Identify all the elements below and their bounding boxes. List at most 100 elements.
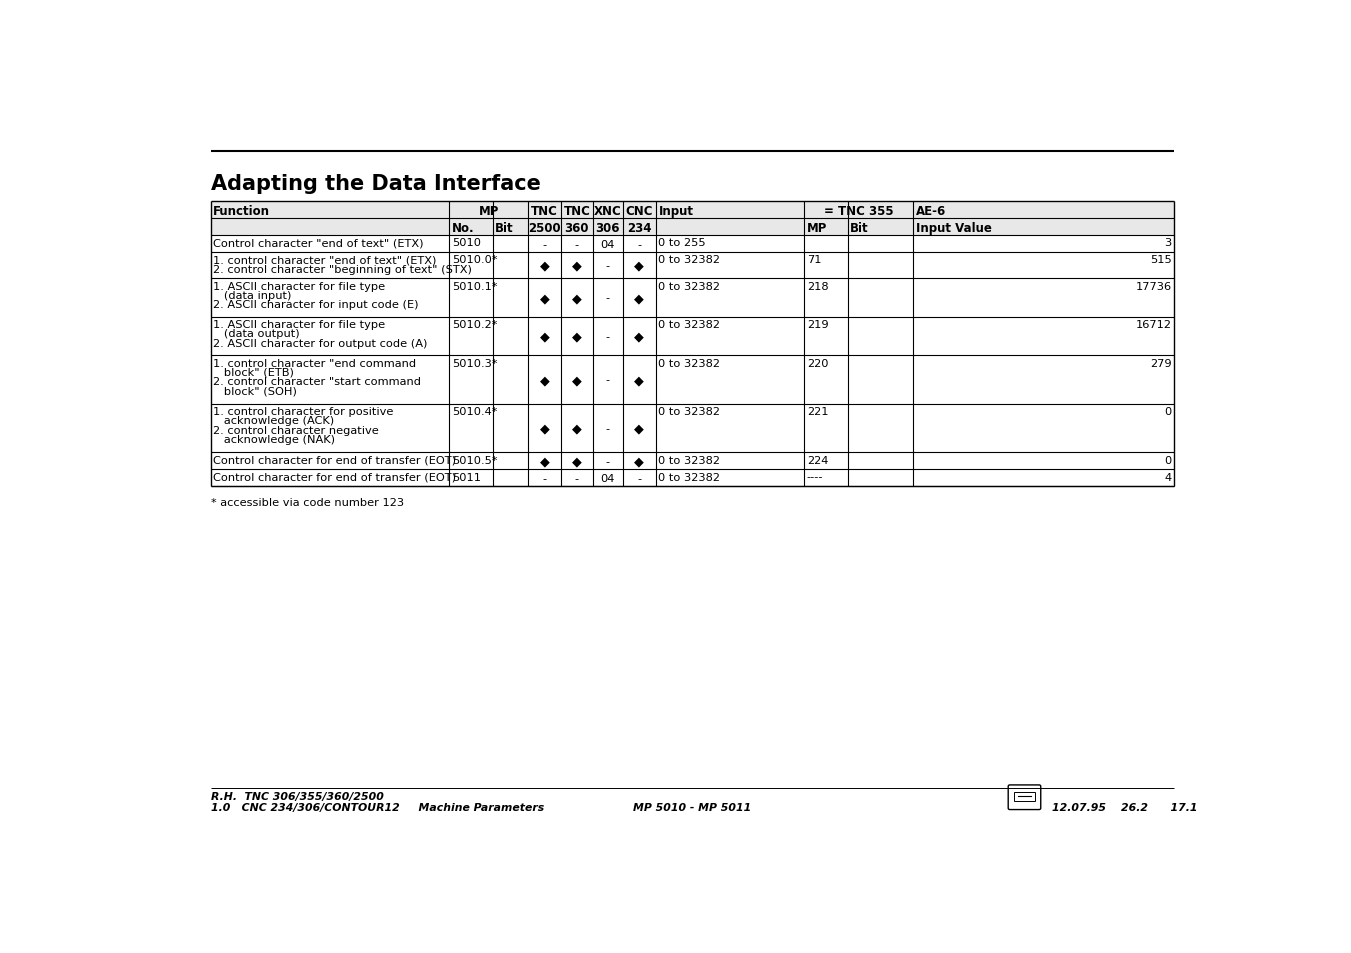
Text: 5010.4*: 5010.4* xyxy=(451,407,497,416)
Text: 0 to 32382: 0 to 32382 xyxy=(658,320,720,330)
Text: ◆: ◆ xyxy=(635,422,644,436)
Text: 0 to 32382: 0 to 32382 xyxy=(658,456,720,465)
Text: TNC: TNC xyxy=(531,204,558,217)
Text: Function: Function xyxy=(213,204,270,217)
Text: 515: 515 xyxy=(1150,255,1171,265)
Text: 2. ASCII character for output code (A): 2. ASCII character for output code (A) xyxy=(213,338,427,348)
Text: 0 to 32382: 0 to 32382 xyxy=(658,472,720,482)
Bar xyxy=(211,202,1174,236)
Text: 04: 04 xyxy=(601,239,615,250)
Text: 5010.3*: 5010.3* xyxy=(451,358,497,368)
Text: 5010.1*: 5010.1* xyxy=(451,281,497,292)
Text: 71: 71 xyxy=(807,255,821,265)
Text: 0: 0 xyxy=(1165,407,1171,416)
Text: -: - xyxy=(574,239,580,250)
Text: Bit: Bit xyxy=(496,221,513,234)
Text: 220: 220 xyxy=(807,358,828,368)
Text: AE-6: AE-6 xyxy=(916,204,946,217)
Text: ◆: ◆ xyxy=(540,259,550,273)
Text: CNC: CNC xyxy=(626,204,653,217)
Text: ◆: ◆ xyxy=(540,455,550,468)
Text: -: - xyxy=(605,294,609,303)
Text: 360: 360 xyxy=(565,221,589,234)
Text: ◆: ◆ xyxy=(635,455,644,468)
Text: 279: 279 xyxy=(1150,358,1171,368)
Text: No.: No. xyxy=(451,221,474,234)
Text: MP: MP xyxy=(807,221,827,234)
Text: ◆: ◆ xyxy=(540,330,550,343)
Text: 2. control character "start command: 2. control character "start command xyxy=(213,376,422,387)
Text: -: - xyxy=(543,239,547,250)
Text: 1.0   CNC 234/306/CONTOUR12     Machine Parameters: 1.0 CNC 234/306/CONTOUR12 Machine Parame… xyxy=(211,802,544,812)
Text: 5010: 5010 xyxy=(451,238,481,248)
Text: * accessible via code number 123: * accessible via code number 123 xyxy=(211,497,404,507)
Text: 3: 3 xyxy=(1165,238,1171,248)
Text: 1. ASCII character for file type: 1. ASCII character for file type xyxy=(213,320,385,330)
Text: TNC: TNC xyxy=(563,204,590,217)
Text: Control character for end of transfer (EOT): Control character for end of transfer (E… xyxy=(213,456,457,465)
Text: Control character for end of transfer (EOT): Control character for end of transfer (E… xyxy=(213,472,457,482)
Text: 0 to 255: 0 to 255 xyxy=(658,238,705,248)
Text: -: - xyxy=(605,261,609,271)
Bar xyxy=(1015,792,1035,801)
Text: block" (ETB): block" (ETB) xyxy=(213,368,295,377)
Text: ◆: ◆ xyxy=(635,292,644,305)
Text: 4: 4 xyxy=(1165,472,1171,482)
Text: 0 to 32382: 0 to 32382 xyxy=(658,358,720,368)
Text: 2500: 2500 xyxy=(528,221,561,234)
Text: (data output): (data output) xyxy=(213,329,300,339)
Text: acknowledge (NAK): acknowledge (NAK) xyxy=(213,435,335,444)
Text: 5010.0*: 5010.0* xyxy=(451,255,497,265)
Text: 224: 224 xyxy=(807,456,828,465)
Text: 1. ASCII character for file type: 1. ASCII character for file type xyxy=(213,281,385,292)
Text: 2. control character "beginning of text" (STX): 2. control character "beginning of text"… xyxy=(213,264,471,274)
Text: -: - xyxy=(574,474,580,483)
Text: Adapting the Data Interface: Adapting the Data Interface xyxy=(211,173,540,193)
FancyBboxPatch shape xyxy=(1008,785,1040,810)
Text: 2. control character negative: 2. control character negative xyxy=(213,425,378,436)
Text: 234: 234 xyxy=(627,221,651,234)
Text: = TNC 355: = TNC 355 xyxy=(824,204,893,217)
Text: block" (SOH): block" (SOH) xyxy=(213,386,297,395)
Text: Input Value: Input Value xyxy=(916,221,992,234)
Text: 1. control character "end of text" (ETX): 1. control character "end of text" (ETX) xyxy=(213,255,436,265)
Text: Input: Input xyxy=(659,204,693,217)
Text: ◆: ◆ xyxy=(571,374,582,387)
Text: 2. ASCII character for input code (E): 2. ASCII character for input code (E) xyxy=(213,300,419,310)
Text: 221: 221 xyxy=(807,407,828,416)
Text: 0 to 32382: 0 to 32382 xyxy=(658,281,720,292)
Text: ◆: ◆ xyxy=(540,374,550,387)
Text: -: - xyxy=(638,474,642,483)
Text: MP: MP xyxy=(478,204,499,217)
Text: ◆: ◆ xyxy=(635,330,644,343)
Text: 218: 218 xyxy=(807,281,828,292)
Text: ◆: ◆ xyxy=(540,292,550,305)
Text: ----: ---- xyxy=(807,472,823,482)
Text: ◆: ◆ xyxy=(540,422,550,436)
Text: 0: 0 xyxy=(1165,456,1171,465)
Text: 0 to 32382: 0 to 32382 xyxy=(658,255,720,265)
Text: 1. control character "end command: 1. control character "end command xyxy=(213,358,416,368)
Text: -: - xyxy=(605,456,609,466)
Text: 5011: 5011 xyxy=(451,472,481,482)
Text: 5010.5*: 5010.5* xyxy=(451,456,497,465)
Text: Control character "end of text" (ETX): Control character "end of text" (ETX) xyxy=(213,238,424,248)
Text: ◆: ◆ xyxy=(635,259,644,273)
Text: 12.07.95    26.2      17.1: 12.07.95 26.2 17.1 xyxy=(1052,802,1198,812)
Text: 17736: 17736 xyxy=(1136,281,1171,292)
Text: -: - xyxy=(605,332,609,342)
Text: (data input): (data input) xyxy=(213,291,292,300)
Text: 219: 219 xyxy=(807,320,828,330)
Text: ◆: ◆ xyxy=(571,259,582,273)
Text: R.H.  TNC 306/355/360/2500: R.H. TNC 306/355/360/2500 xyxy=(211,791,384,801)
Text: ◆: ◆ xyxy=(635,374,644,387)
Text: ◆: ◆ xyxy=(571,455,582,468)
Text: -: - xyxy=(638,239,642,250)
Text: ◆: ◆ xyxy=(571,422,582,436)
Text: 1. control character for positive: 1. control character for positive xyxy=(213,407,393,416)
Text: MP 5010 - MP 5011: MP 5010 - MP 5011 xyxy=(632,802,751,812)
Text: 306: 306 xyxy=(596,221,620,234)
Text: acknowledge (ACK): acknowledge (ACK) xyxy=(213,416,334,426)
Text: -: - xyxy=(605,375,609,385)
Text: -: - xyxy=(605,423,609,434)
